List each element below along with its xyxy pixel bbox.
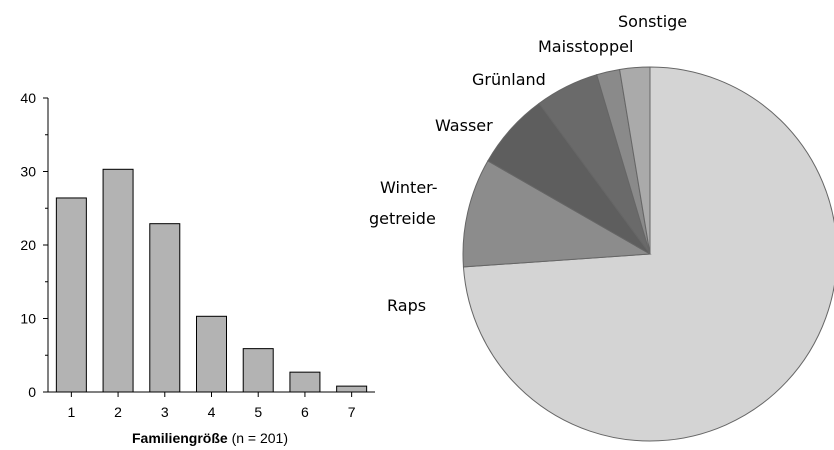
pie-slice	[462, 160, 652, 268]
y-tick-label: 40	[20, 90, 36, 106]
bar	[102, 168, 134, 393]
x-tick-label: 5	[254, 404, 262, 420]
x-label: Familiengröße	[132, 430, 228, 446]
pie-slice	[619, 66, 651, 255]
bar	[289, 371, 321, 393]
y-tick-label: 20	[20, 237, 36, 253]
bar-chart: Familiengröße (n = 201) 0 10 20 30 40 1 2 3 4 5 6 7	[20, 90, 375, 446]
x-tick-label: 3	[161, 404, 169, 420]
slice-label: Grünland	[472, 70, 546, 89]
pie-slice	[462, 66, 834, 442]
slice-label: Wasser	[435, 116, 493, 135]
x-axis-label: Familiengröße (n = 201)	[132, 430, 288, 446]
bar	[242, 348, 274, 393]
label-line: getreide	[369, 209, 436, 228]
y-tick-label: 10	[20, 311, 36, 327]
x-tick-label: 2	[114, 404, 122, 420]
x-tick-label: 6	[301, 404, 309, 420]
label-line: Winter-	[380, 178, 438, 197]
y-tick-label: 0	[28, 384, 36, 400]
y-tick-label: 30	[20, 164, 36, 180]
bar	[149, 223, 181, 393]
slice-label: Sonstige	[618, 12, 687, 31]
x-tick-label: 7	[348, 404, 356, 420]
slice-label: Raps	[387, 296, 426, 315]
x-tick-label: 4	[208, 404, 216, 420]
x-label-note: (n = 201)	[232, 430, 288, 446]
x-tick-label: 1	[67, 404, 75, 420]
bar	[55, 197, 87, 393]
bar	[196, 315, 227, 393]
bar	[336, 385, 368, 393]
slice-label: Maisstoppel	[538, 37, 633, 56]
slice-label: Winter-getreide	[369, 178, 438, 228]
